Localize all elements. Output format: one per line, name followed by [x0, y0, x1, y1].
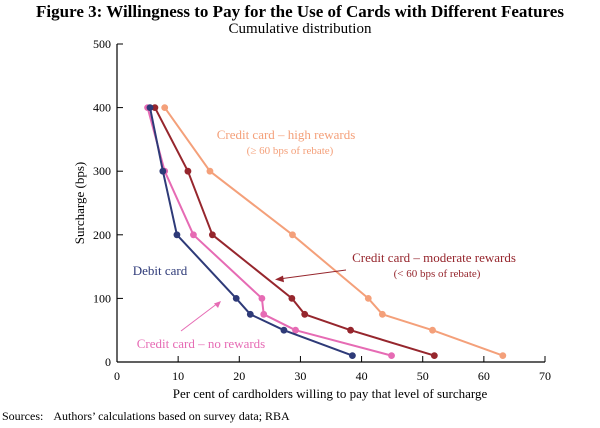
data-point-credit-card-no-rewards — [258, 295, 266, 302]
annotation-moderate-arrowhead — [275, 275, 284, 283]
annotation-no-rewards-arrow — [180, 302, 219, 332]
y-tick-label: 200 — [93, 228, 111, 242]
series-layer — [144, 104, 507, 360]
annotation-no-rewards: Credit card – no rewards — [137, 336, 266, 351]
x-tick-label: 20 — [233, 369, 245, 383]
chart-title: Figure 3: Willingness to Pay for the Use… — [36, 2, 564, 21]
series-debit-card — [146, 104, 356, 360]
y-tick-label: 0 — [105, 355, 111, 369]
data-point-credit-card-moderate-rewards — [347, 326, 354, 334]
data-point-debit-card — [349, 352, 356, 360]
data-point-credit-card-moderate-rewards — [301, 310, 309, 318]
y-axis-label: Surcharge (bps) — [72, 162, 87, 244]
x-tick-label: 0 — [114, 369, 120, 383]
sources-label: Sources: — [2, 409, 44, 423]
data-point-debit-card — [246, 310, 254, 318]
data-point-credit-card-high-rewards — [499, 352, 507, 360]
x-ticks: 0 10 20 30 40 50 60 70 — [114, 356, 551, 383]
y-tick-label: 300 — [93, 164, 111, 178]
annotation-high-rewards: Credit card – high rewards — [217, 127, 356, 142]
data-point-credit-card-no-rewards — [292, 326, 299, 334]
x-tick-label: 10 — [172, 369, 184, 383]
data-point-credit-card-no-rewards — [388, 352, 395, 360]
x-tick-label: 50 — [417, 369, 429, 383]
data-point-credit-card-moderate-rewards — [184, 167, 192, 175]
annotation-moderate-rewards-note: (< 60 bps of rebate) — [394, 268, 481, 280]
x-axis-label: Per cent of cardholders willing to pay t… — [173, 386, 488, 401]
data-point-credit-card-moderate-rewards — [288, 295, 296, 302]
chart-subtitle: Cumulative distribution — [228, 21, 372, 37]
series-line-credit-card-high-rewards — [163, 107, 504, 357]
data-point-credit-card-no-rewards — [260, 310, 268, 318]
y-ticks: 0 100 200 300 400 500 — [93, 37, 123, 369]
data-point-debit-card — [173, 231, 181, 239]
data-point-credit-card-high-rewards — [206, 167, 214, 175]
series-credit-card-no-rewards — [144, 104, 395, 360]
plot-frame — [116, 44, 545, 363]
annotation-no-rewards-arrowhead — [214, 301, 221, 308]
data-point-credit-card-high-rewards — [364, 295, 372, 302]
y-tick-label: 100 — [93, 291, 111, 305]
data-point-credit-card-high-rewards — [289, 231, 296, 239]
data-point-credit-card-high-rewards — [161, 104, 169, 111]
y-tick-label: 400 — [93, 101, 111, 115]
x-tick-label: 70 — [539, 369, 551, 383]
data-point-credit-card-high-rewards — [378, 310, 386, 318]
x-tick-label: 30 — [294, 369, 306, 383]
data-point-credit-card-high-rewards — [429, 326, 436, 334]
x-tick-label: 60 — [478, 369, 490, 383]
series-credit-card-high-rewards — [161, 104, 507, 360]
data-point-debit-card — [280, 326, 288, 334]
annotation-moderate-arrow — [278, 269, 347, 280]
data-point-debit-card — [232, 295, 240, 302]
y-tick-label: 500 — [93, 37, 111, 51]
annotation-debit-card: Debit card — [133, 263, 188, 278]
data-point-debit-card — [146, 104, 154, 111]
sources-text: Authors’ calculations based on survey da… — [53, 409, 290, 423]
data-point-credit-card-moderate-rewards — [151, 104, 159, 111]
annotation-high-rewards-note: (≥ 60 bps of rebate) — [247, 145, 334, 157]
series-credit-card-moderate-rewards — [151, 104, 438, 360]
annotation-moderate-rewards: Credit card – moderate rewards — [352, 250, 516, 265]
data-point-credit-card-no-rewards — [190, 231, 197, 239]
sources-note: Sources: Authors’ calculations based on s… — [2, 409, 300, 424]
x-tick-label: 40 — [356, 369, 368, 383]
data-point-credit-card-moderate-rewards — [208, 231, 216, 239]
data-point-debit-card — [159, 167, 167, 175]
data-point-credit-card-moderate-rewards — [430, 352, 438, 360]
